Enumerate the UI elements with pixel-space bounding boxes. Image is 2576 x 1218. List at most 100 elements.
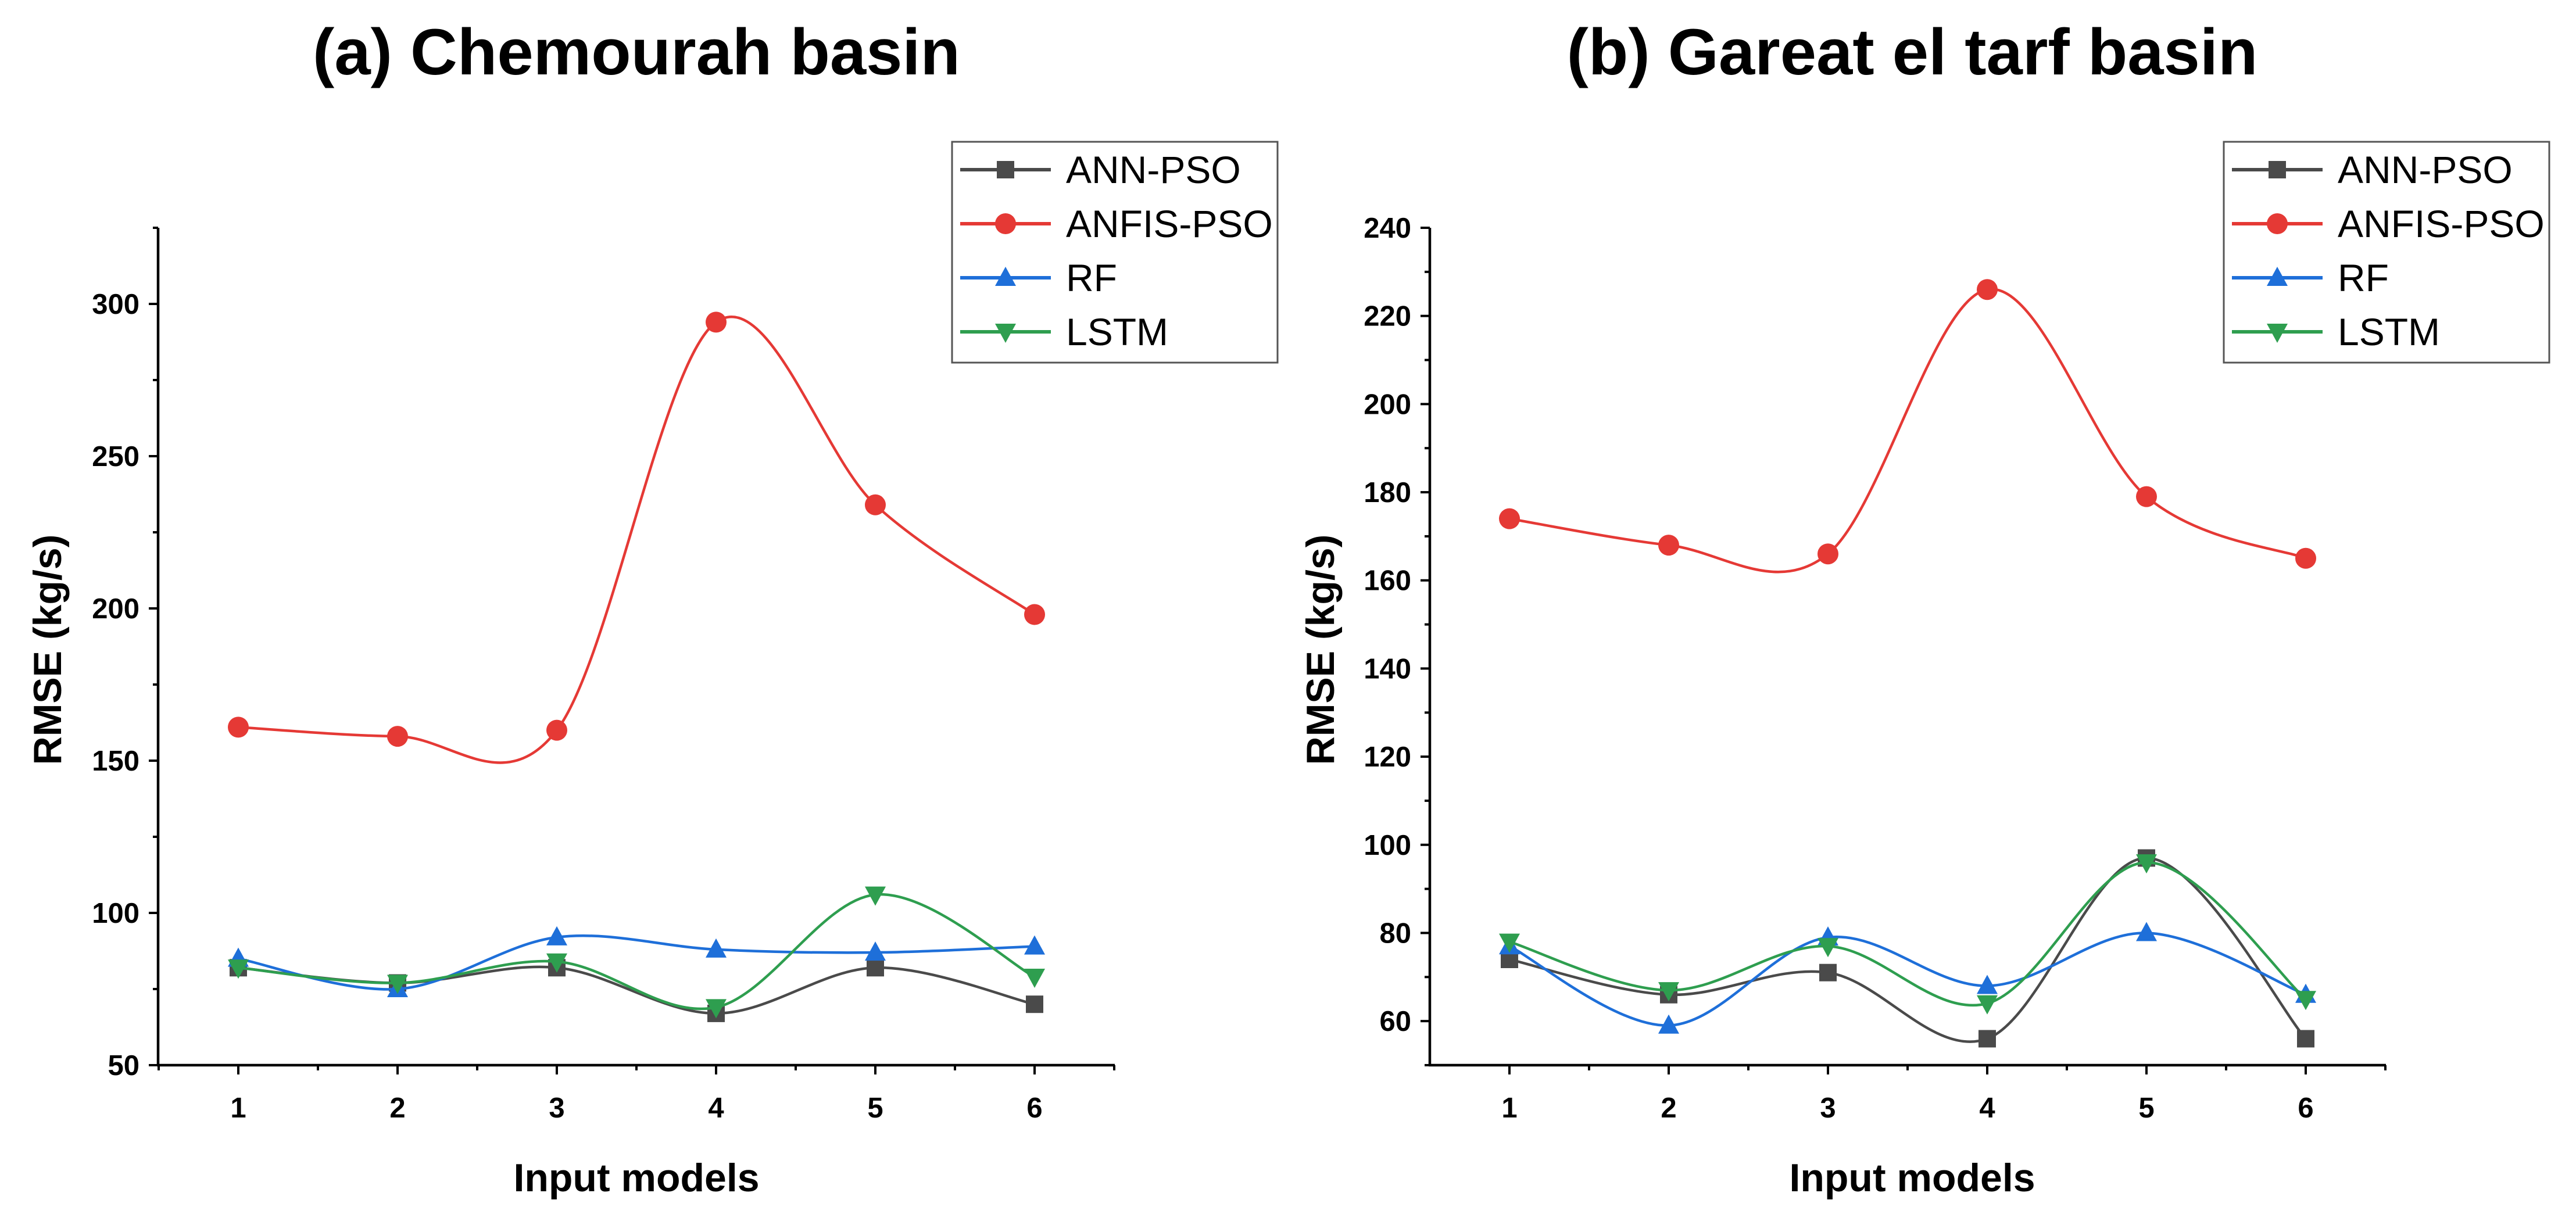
y-tick-label: 80	[1379, 918, 1411, 949]
data-point-lstm	[1977, 995, 1998, 1015]
x-tick-label: 2	[1661, 1092, 1676, 1124]
data-point-anfis-pso	[2136, 486, 2157, 507]
data-point-anfis-pso	[865, 494, 886, 515]
series-lstm	[1499, 854, 2316, 1015]
data-point-anfis-pso	[706, 311, 727, 333]
data-point-lstm	[1817, 938, 1838, 958]
data-point-lstm	[1499, 933, 1520, 953]
data-point-ann-pso	[2297, 1030, 2314, 1048]
legend-label: RF	[2338, 256, 2389, 299]
x-tick-label: 6	[1026, 1092, 1042, 1124]
data-point-rf	[865, 941, 886, 961]
legend-label: ANFIS-PSO	[1066, 202, 1273, 245]
legend-label: RF	[1066, 256, 1117, 299]
legend-label: ANFIS-PSO	[2338, 202, 2545, 245]
data-point-anfis-pso	[1024, 604, 1045, 625]
data-point-anfis-pso	[546, 719, 567, 741]
data-point-lstm	[1658, 982, 1679, 1002]
series-line-anfis-pso	[238, 316, 1036, 764]
x-tick-label: 2	[389, 1092, 405, 1124]
legend: ANN-PSO ANFIS-PSO RF LSTM	[951, 141, 1279, 364]
axes: 60 80 100 120 140 160 180 200 220 240 1 2 3 4 5 6	[1364, 213, 2387, 1124]
legend-item-ann-pso: ANN-PSO	[960, 148, 1241, 191]
legend-item-anfis-pso: ANFIS-PSO	[2232, 202, 2545, 245]
series-line-rf	[238, 934, 1035, 991]
data-point-ann-pso	[867, 959, 884, 977]
legend-item-ann-pso: ANN-PSO	[2232, 148, 2513, 191]
axes: 50 100 150 200 250 300 1 2 3 4 5 6	[92, 227, 1115, 1124]
legend-item-anfis-pso: ANFIS-PSO	[960, 202, 1273, 245]
data-point-anfis-pso	[228, 717, 249, 738]
series-ann-pso	[1501, 849, 2314, 1048]
x-axis-title: Input models	[513, 1156, 759, 1200]
series-layer	[1499, 279, 2316, 1048]
data-point-lstm	[387, 975, 408, 994]
x-tick-label: 6	[2298, 1092, 2313, 1124]
data-point-ann-pso	[1978, 1030, 1996, 1048]
series-line-lstm	[1509, 861, 2307, 1007]
series-line-anfis-pso	[1509, 288, 2306, 574]
data-point-rf	[706, 938, 727, 958]
legend: ANN-PSO ANFIS-PSO RF LSTM	[2223, 141, 2550, 364]
series-anfis-pso	[1499, 279, 2316, 574]
data-point-lstm	[228, 959, 249, 979]
legend-marker	[995, 213, 1016, 234]
legend-marker	[997, 161, 1014, 178]
legend-marker	[995, 324, 1016, 343]
series-lstm	[228, 886, 1045, 1019]
legend-marker	[2267, 213, 2288, 234]
series-line-rf	[1508, 932, 2306, 1027]
legend-item-rf: RF	[960, 256, 1117, 299]
x-tick-label: 1	[230, 1092, 246, 1124]
legend-item-rf: RF	[2232, 256, 2389, 299]
data-point-rf	[1977, 975, 1998, 994]
data-point-lstm	[865, 886, 886, 906]
y-tick-label: 240	[1364, 213, 1411, 244]
y-tick-label: 160	[1364, 565, 1411, 597]
legend-label: ANN-PSO	[1066, 148, 1241, 191]
y-tick-label: 120	[1364, 741, 1411, 773]
legend-item-lstm: LSTM	[960, 310, 1168, 353]
y-tick-label: 200	[92, 593, 139, 625]
x-tick-label: 4	[708, 1092, 724, 1124]
data-point-anfis-pso	[387, 726, 408, 747]
data-point-lstm	[706, 999, 727, 1019]
data-point-lstm	[2136, 854, 2157, 874]
y-tick-label: 140	[1364, 653, 1411, 685]
legend-item-lstm: LSTM	[2232, 310, 2440, 353]
legend-label: LSTM	[2338, 310, 2440, 353]
chart-title: (a) Chemourah basin	[313, 16, 960, 88]
y-tick-label: 180	[1364, 477, 1411, 508]
x-tick-label: 1	[1501, 1092, 1517, 1124]
legend-marker	[2267, 267, 2288, 286]
data-point-lstm	[1024, 969, 1045, 988]
y-tick-label: 220	[1364, 301, 1411, 332]
y-axis-title: RMSE (kg/s)	[26, 535, 70, 765]
y-tick-label: 100	[1364, 830, 1411, 861]
data-point-anfis-pso	[1977, 279, 1998, 300]
data-point-lstm	[546, 953, 567, 973]
y-tick-label: 200	[1364, 389, 1411, 420]
x-tick-label: 3	[1820, 1092, 1836, 1124]
series-rf	[228, 926, 1045, 997]
data-point-ann-pso	[1819, 963, 1837, 981]
y-axis-title: RMSE (kg/s)	[1298, 535, 1343, 765]
y-tick-label: 300	[92, 289, 139, 320]
y-tick-label: 50	[108, 1050, 139, 1081]
x-tick-label: 4	[1979, 1092, 1995, 1124]
series-line-ann-pso	[1509, 857, 2307, 1043]
legend-label: ANN-PSO	[2338, 148, 2513, 191]
data-point-anfis-pso	[1817, 543, 1838, 565]
x-tick-label: 5	[2138, 1092, 2154, 1124]
series-layer	[228, 311, 1045, 1022]
legend-marker	[2267, 324, 2288, 343]
y-tick-label: 100	[92, 898, 139, 929]
legend-marker	[995, 267, 1016, 286]
data-point-rf	[1024, 935, 1045, 955]
y-tick-label: 250	[92, 441, 139, 472]
data-point-ann-pso	[1026, 995, 1043, 1013]
x-axis-title: Input models	[1789, 1156, 2035, 1200]
data-point-anfis-pso	[2295, 547, 2316, 569]
legend-marker	[2269, 161, 2286, 178]
data-point-anfis-pso	[1658, 535, 1679, 556]
